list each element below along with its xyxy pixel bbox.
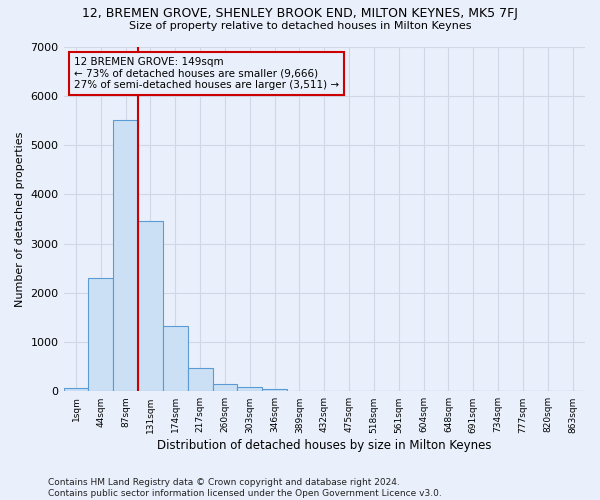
Bar xyxy=(163,326,188,392)
Text: 12 BREMEN GROVE: 149sqm
← 73% of detached houses are smaller (9,666)
27% of semi: 12 BREMEN GROVE: 149sqm ← 73% of detache… xyxy=(74,57,339,90)
Bar xyxy=(212,384,238,392)
Text: Contains HM Land Registry data © Crown copyright and database right 2024.
Contai: Contains HM Land Registry data © Crown c… xyxy=(48,478,442,498)
Y-axis label: Number of detached properties: Number of detached properties xyxy=(15,131,25,306)
Bar xyxy=(188,368,212,392)
X-axis label: Distribution of detached houses by size in Milton Keynes: Distribution of detached houses by size … xyxy=(157,440,491,452)
Bar xyxy=(113,120,138,392)
Text: 12, BREMEN GROVE, SHENLEY BROOK END, MILTON KEYNES, MK5 7FJ: 12, BREMEN GROVE, SHENLEY BROOK END, MIL… xyxy=(82,8,518,20)
Bar xyxy=(88,278,113,392)
Text: Size of property relative to detached houses in Milton Keynes: Size of property relative to detached ho… xyxy=(129,21,471,31)
Bar xyxy=(238,387,262,392)
Bar xyxy=(262,388,287,392)
Bar xyxy=(64,388,88,392)
Bar xyxy=(138,222,163,392)
